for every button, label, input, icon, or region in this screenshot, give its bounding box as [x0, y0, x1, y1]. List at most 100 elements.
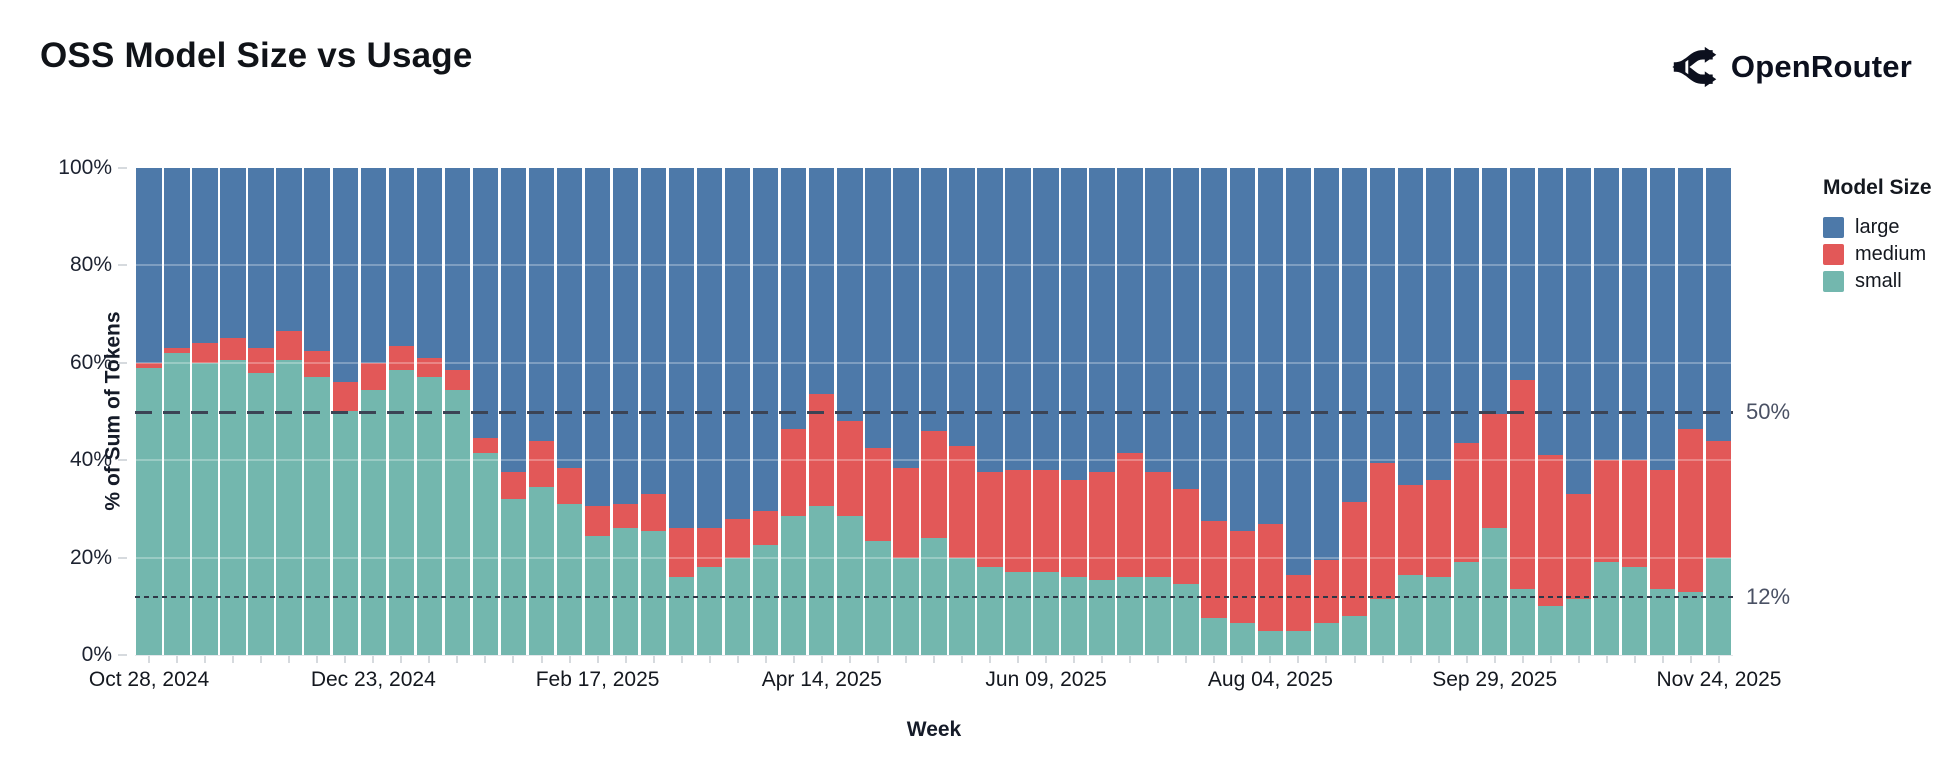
x-tick-mark [1577, 656, 1580, 663]
bar-segment-small [1397, 574, 1424, 655]
legend-label: large [1855, 216, 1900, 238]
bar-segment-small [388, 370, 415, 655]
x-tick-mark [232, 656, 235, 663]
bar-segment-medium [1033, 469, 1059, 573]
bar-segment-medium [865, 448, 891, 541]
bar-week-27 [892, 168, 920, 655]
bar-segment-medium [1089, 472, 1115, 580]
bar-segment-large [472, 168, 499, 439]
bar-segment-large [304, 168, 330, 351]
bar-segment-small [1285, 630, 1312, 655]
bar-week-8 [359, 168, 387, 655]
bar-week-0 [135, 168, 163, 655]
bar-segment-large [1173, 168, 1199, 490]
x-tick-mark [652, 656, 655, 663]
bar-week-34 [1088, 168, 1116, 655]
bar-week-24 [808, 168, 836, 655]
bar-week-37 [1172, 168, 1200, 655]
bar-week-12 [471, 168, 499, 655]
bar-segment-medium [640, 494, 667, 531]
bar-week-11 [443, 168, 471, 655]
bar-segment-large [1565, 168, 1592, 495]
bar-segment-small [528, 486, 555, 655]
x-tick-mark [848, 656, 851, 663]
bar-segment-small [136, 367, 162, 655]
y-tick-mark [118, 167, 127, 169]
bar-segment-large [136, 168, 162, 363]
bar-week-47 [1452, 168, 1480, 655]
bar-segment-small [612, 528, 639, 655]
legend-item-small[interactable]: small [1823, 270, 1953, 292]
x-tick-mark [1353, 656, 1356, 663]
bar-segment-small [865, 540, 891, 655]
bar-segment-small [640, 530, 667, 655]
bar-segment-medium [977, 472, 1003, 568]
bar-segment-small [1313, 623, 1340, 655]
x-tick-mark [1241, 656, 1244, 663]
bar-segment-medium [668, 528, 695, 578]
bar-segment-small [1201, 618, 1227, 655]
bar-segment-large [1313, 168, 1340, 561]
openrouter-icon [1671, 44, 1717, 90]
bar-segment-small [1005, 572, 1031, 655]
bar-segment-large [556, 168, 583, 468]
bar-week-9 [387, 168, 415, 655]
x-tick-label: Nov 24, 2025 [1656, 668, 1782, 691]
x-tick-mark [1717, 656, 1720, 663]
y-tick-mark [118, 556, 127, 559]
x-tick-mark [148, 656, 151, 663]
stacked-bars [135, 168, 1733, 655]
bar-segment-medium [444, 370, 471, 390]
legend-item-large[interactable]: large [1823, 216, 1953, 238]
bar-segment-medium [1453, 443, 1480, 563]
bar-week-31 [1004, 168, 1032, 655]
bar-segment-medium [1257, 523, 1283, 631]
x-tick-mark [316, 656, 319, 663]
x-tick-mark [1661, 656, 1664, 663]
bar-segment-medium [1649, 469, 1676, 590]
x-tick-mark [904, 656, 907, 663]
x-tick-mark [961, 656, 964, 663]
bar-segment-medium [472, 438, 499, 453]
x-tick-mark [1325, 656, 1328, 663]
x-tick-label: Sep 29, 2025 [1432, 668, 1558, 691]
legend-item-medium[interactable]: medium [1823, 243, 1953, 265]
bar-segment-small [1173, 584, 1199, 655]
x-tick-mark [1605, 656, 1608, 663]
bar-segment-large [164, 168, 190, 349]
y-tick-mark [118, 654, 127, 656]
bar-segment-small [696, 567, 723, 655]
x-tick-mark [540, 656, 543, 663]
x-tick-mark [344, 656, 347, 663]
bar-segment-small [837, 516, 863, 655]
bar-week-5 [275, 168, 303, 655]
brand-logo[interactable]: OpenRouter [1671, 44, 1912, 90]
bar-week-42 [1312, 168, 1340, 655]
bar-segment-large [893, 168, 919, 468]
bar-segment-small [1229, 623, 1255, 655]
x-tick-mark [1101, 656, 1104, 663]
x-tick-mark [484, 656, 487, 663]
bar-segment-medium [696, 528, 723, 568]
bar-segment-small [444, 389, 471, 655]
reference-label: 50% [1746, 398, 1791, 424]
x-tick-mark [400, 656, 403, 663]
x-tick-mark [989, 656, 992, 663]
x-tick-mark [1689, 656, 1692, 663]
bar-segment-medium [1229, 530, 1255, 624]
x-tick-mark [1381, 656, 1384, 663]
bar-segment-large [1425, 168, 1452, 480]
x-tick-mark [176, 656, 179, 663]
bar-segment-medium [1509, 379, 1536, 590]
bar-segment-small [1369, 598, 1396, 655]
bar-segment-large [724, 168, 751, 519]
bar-week-17 [612, 168, 640, 655]
x-tick-mark [933, 656, 935, 663]
x-tick-mark [1017, 656, 1020, 663]
bar-segment-small [248, 372, 274, 655]
bar-segment-small [304, 377, 330, 655]
bar-segment-medium [416, 357, 443, 378]
bar-segment-medium [1369, 462, 1396, 599]
bar-segment-large [1201, 168, 1227, 522]
x-tick-label: Oct 28, 2024 [88, 668, 210, 691]
